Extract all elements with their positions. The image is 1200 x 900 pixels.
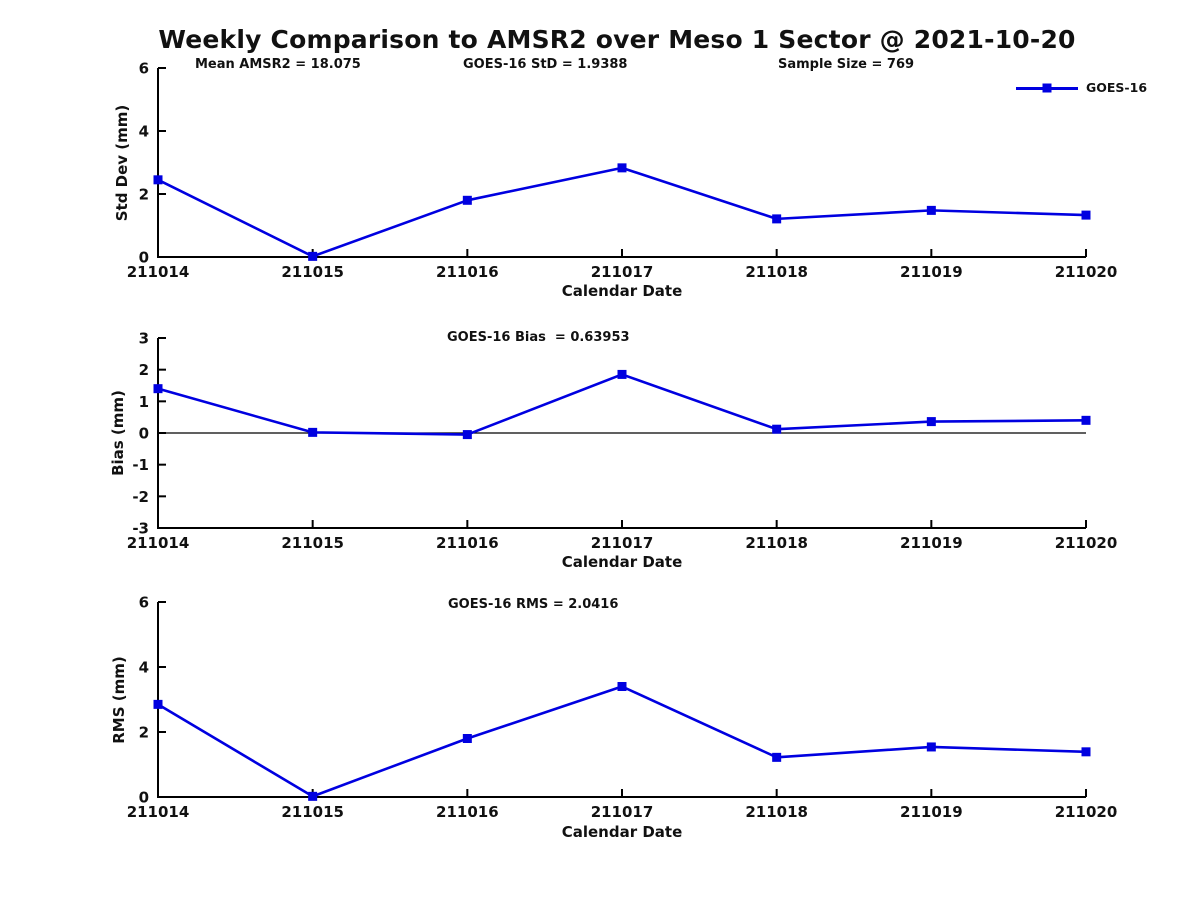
data-point-marker xyxy=(772,752,782,762)
y-tick-label: 2 xyxy=(139,186,149,204)
x-tick-label: 211015 xyxy=(281,263,344,281)
data-point-marker xyxy=(926,742,936,752)
x-tick-label: 211017 xyxy=(591,803,654,821)
annotation-sample-size: Sample Size = 769 xyxy=(778,57,915,72)
x-axis-label-calendar-date-2: Calendar Date xyxy=(561,553,683,571)
y-tick-label: 0 xyxy=(139,249,149,267)
x-tick-label: 211019 xyxy=(900,803,963,821)
x-tick-label: 211020 xyxy=(1055,263,1118,281)
y-tick-label: 0 xyxy=(139,789,149,807)
annotation-mean-amsr2: Mean AMSR2 = 18.075 xyxy=(195,57,361,72)
y-tick-label: 6 xyxy=(139,60,149,78)
x-tick-label: 211016 xyxy=(436,263,499,281)
data-line xyxy=(157,685,1087,798)
y-axis-label-bias: Bias (mm) xyxy=(109,390,127,476)
annotation-goes16-std: GOES-16 StD = 1.9388 xyxy=(463,57,628,72)
x-axis-label-calendar-date-3: Calendar Date xyxy=(561,823,683,841)
legend: GOES-16 xyxy=(1016,80,1148,95)
legend-line-sample xyxy=(1016,83,1078,93)
x-tick-label: 211018 xyxy=(745,534,808,552)
data-point-marker xyxy=(153,384,163,394)
x-axis-label-calendar-date-1: Calendar Date xyxy=(561,282,683,300)
y-axis-label-std-dev: Std Dev (mm) xyxy=(113,104,131,222)
data-line xyxy=(157,166,1087,258)
data-point-marker xyxy=(462,430,472,440)
x-tick-label: 211016 xyxy=(436,534,499,552)
y-tick-label: 6 xyxy=(139,594,149,612)
data-point-marker xyxy=(617,163,627,173)
subplot-bias: -3 -2 -1 0 1 2 3 211014 211015 211016 211017 211018… xyxy=(127,330,1118,553)
x-tick-label: 211019 xyxy=(900,263,963,281)
y-tick-label: 4 xyxy=(139,659,149,677)
y-tick-label: -2 xyxy=(132,488,149,506)
y-tick-label: -1 xyxy=(132,456,149,474)
y-axis-label-rms: RMS (mm) xyxy=(110,656,128,744)
data-point-marker xyxy=(772,214,782,224)
x-tick-label: 211015 xyxy=(281,534,344,552)
y-tick-label: 3 xyxy=(139,330,149,348)
data-point-marker xyxy=(308,791,318,801)
legend-square-marker-icon xyxy=(1042,83,1052,93)
data-point-marker xyxy=(308,251,318,261)
data-line xyxy=(157,373,1087,436)
x-tick-label: 211016 xyxy=(436,803,499,821)
data-point-marker xyxy=(1081,747,1091,757)
annotation-goes16-rms: GOES-16 RMS = 2.0416 xyxy=(448,597,619,612)
data-point-marker xyxy=(153,699,163,709)
subplot-std-dev: 0 2 4 6 211014 211015 211016 211017 211018 211019… xyxy=(127,60,1118,282)
data-point-marker xyxy=(462,195,472,205)
data-point-marker xyxy=(1081,415,1091,425)
data-point-marker xyxy=(617,682,627,691)
x-tick-label: 211018 xyxy=(745,263,808,281)
y-tick-label: 2 xyxy=(139,724,149,742)
y-tick-label: 4 xyxy=(139,123,149,141)
y-tick-label: -3 xyxy=(132,520,149,538)
x-tick-label: 211020 xyxy=(1055,803,1118,821)
x-tick-label: 211018 xyxy=(745,803,808,821)
x-tick-label: 211014 xyxy=(127,534,190,552)
subplot-rms: 0 2 4 6 211014 211015 211016 211017 211018 211019… xyxy=(127,594,1118,822)
x-tick-label: 211014 xyxy=(127,263,190,281)
data-point-marker xyxy=(926,205,936,215)
data-point-marker xyxy=(926,417,936,427)
data-point-marker xyxy=(772,424,782,434)
x-tick-label: 211017 xyxy=(591,534,654,552)
y-tick-label: 2 xyxy=(139,361,149,379)
x-tick-label: 211020 xyxy=(1055,534,1118,552)
data-point-marker xyxy=(153,175,163,185)
figure-title: Weekly Comparison to AMSR2 over Meso 1 S… xyxy=(158,25,1076,54)
y-tick-label: 0 xyxy=(139,425,149,443)
x-tick-label: 211014 xyxy=(127,803,190,821)
data-point-marker xyxy=(308,427,318,437)
legend-label: GOES-16 xyxy=(1086,80,1148,95)
data-point-marker xyxy=(617,369,627,379)
x-tick-label: 211015 xyxy=(281,803,344,821)
x-tick-label: 211019 xyxy=(900,534,963,552)
data-point-marker xyxy=(1081,210,1091,220)
y-tick-label: 1 xyxy=(139,393,149,411)
x-tick-label: 211017 xyxy=(591,263,654,281)
annotation-goes16-bias: GOES-16 Bias = 0.63953 xyxy=(447,330,630,345)
data-point-marker xyxy=(462,734,472,743)
